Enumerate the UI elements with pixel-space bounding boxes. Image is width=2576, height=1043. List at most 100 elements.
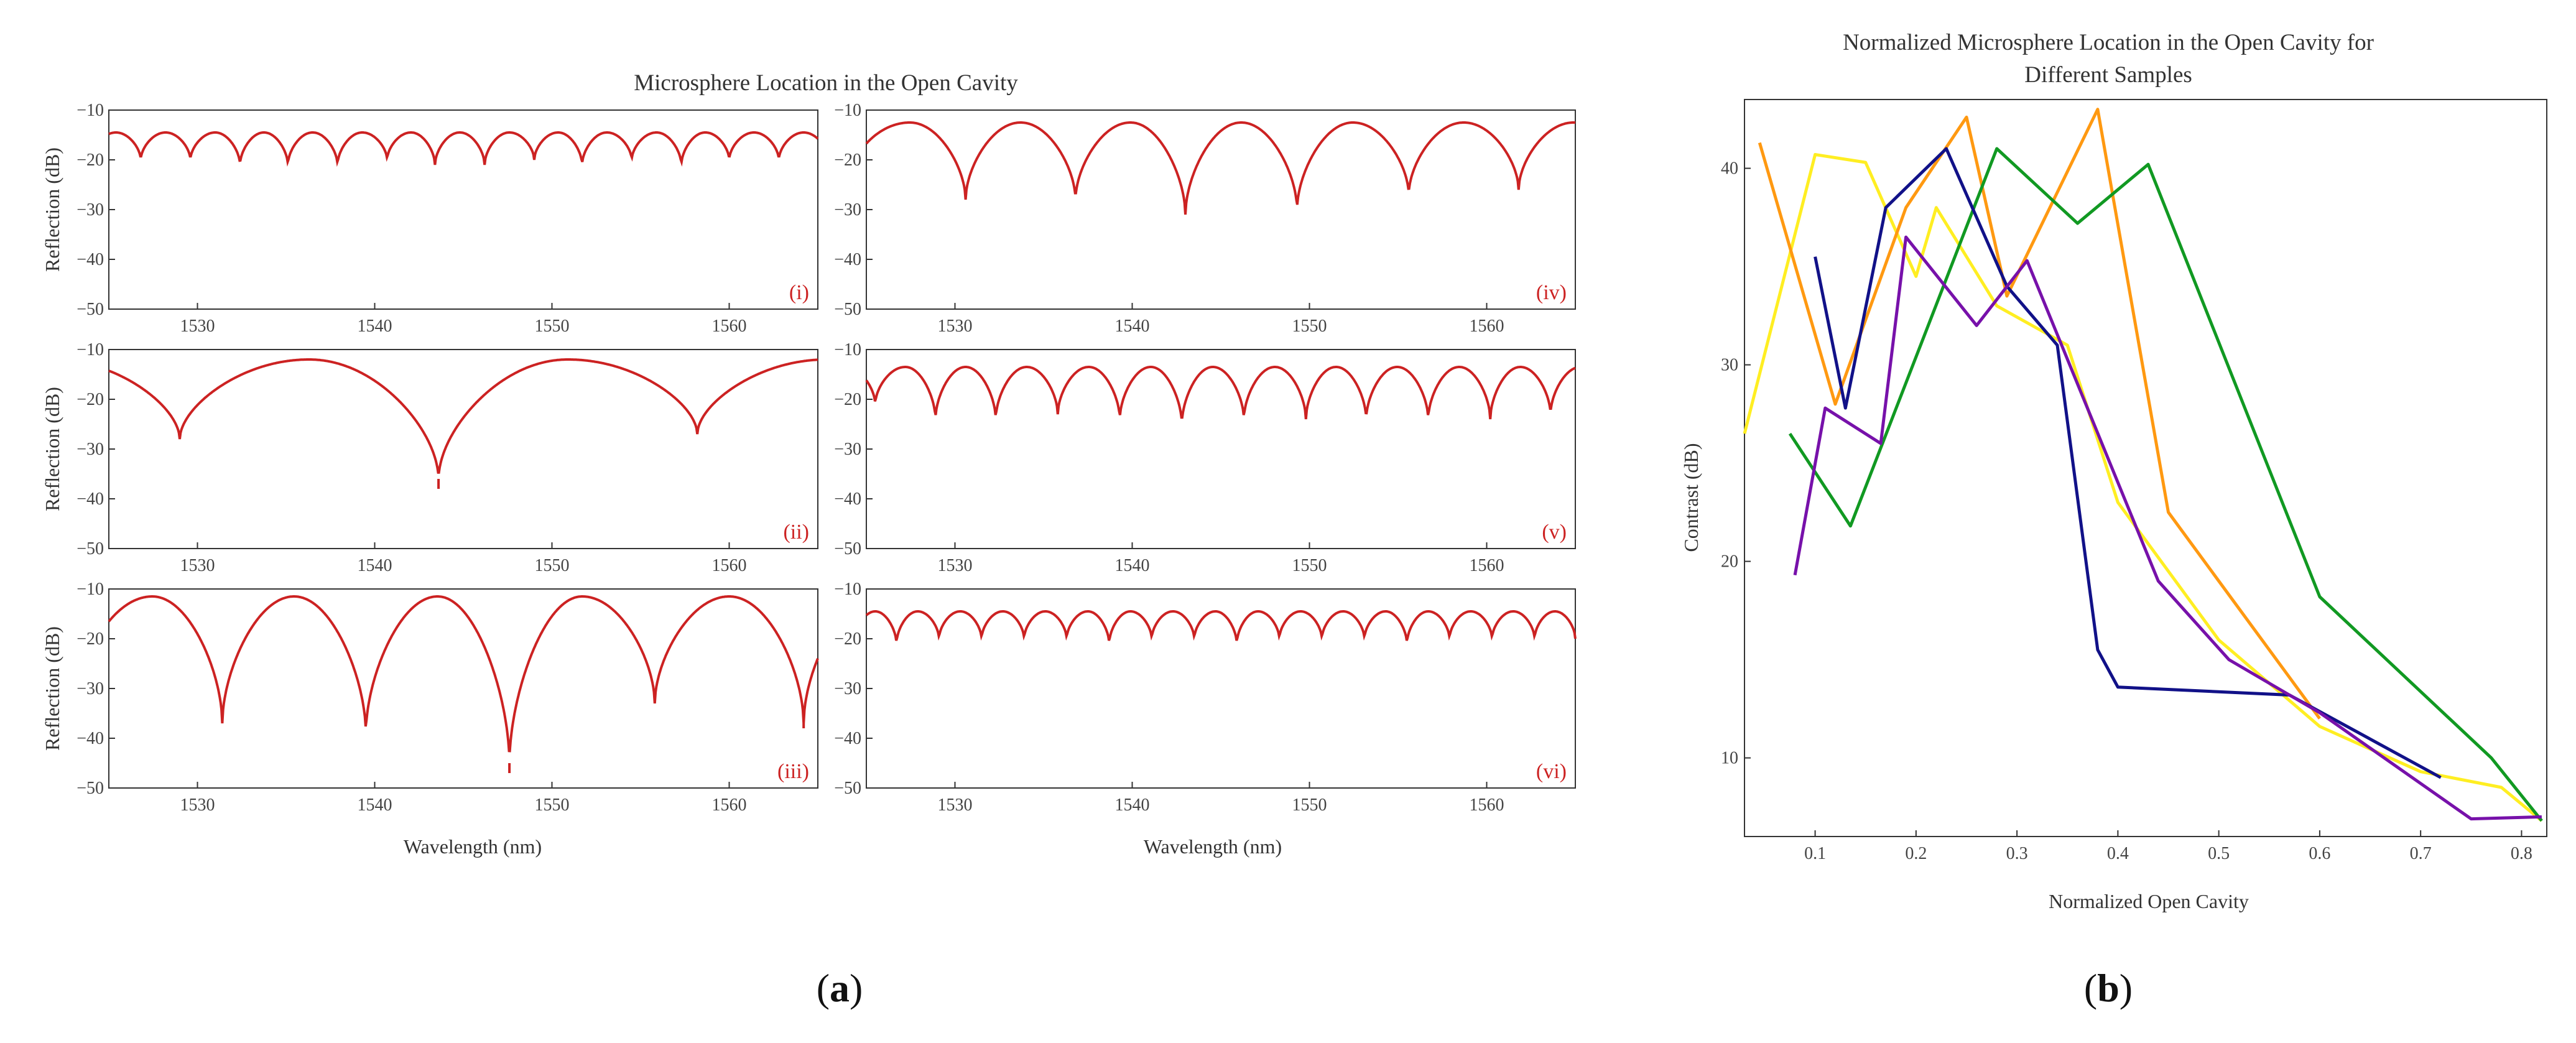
x-tick-label: 1560 <box>712 795 747 815</box>
x-tick-label: 0.7 <box>2410 844 2432 863</box>
series-line-green <box>1788 147 2543 822</box>
x-tick-label: 1540 <box>358 795 392 815</box>
x-tick-label: 0.4 <box>2107 844 2129 863</box>
y-tick-label: −40 <box>834 489 861 509</box>
panel-label: (v) <box>1542 521 1567 544</box>
reflection-curve <box>108 358 818 474</box>
x-tick-label: 1560 <box>712 317 747 336</box>
y-tick-label: −30 <box>76 200 104 220</box>
series-line-orange <box>1758 108 2321 720</box>
y-tick-label: −10 <box>76 340 104 359</box>
svg-text:(b): (b) <box>2084 966 2133 1010</box>
chart-a-xlabel-left: Wavelength (nm) <box>404 835 542 858</box>
x-tick-label: 0.5 <box>2208 844 2230 863</box>
y-tick-label: −30 <box>834 679 861 698</box>
panel-label: (ii) <box>783 521 809 544</box>
y-tick-label: −50 <box>834 779 861 798</box>
chart-b-xlabel: Normalized Open Cavity <box>2049 890 2249 912</box>
y-tick-label: −20 <box>76 629 104 649</box>
y-axis-label: Reflection (dB) <box>41 626 63 751</box>
panel-label: (iv) <box>1536 281 1567 304</box>
reflection-curve <box>865 121 1576 215</box>
x-tick-label: 1530 <box>938 795 973 815</box>
y-tick-label: 30 <box>1721 356 1738 375</box>
y-tick-label: −50 <box>834 539 861 559</box>
x-tick-label: 0.6 <box>2309 844 2330 863</box>
panel-frame <box>108 109 818 310</box>
chart-b-frame <box>1744 99 2547 837</box>
y-tick-label: 10 <box>1721 749 1738 768</box>
panel-frame <box>108 349 818 549</box>
y-tick-label: −40 <box>76 729 104 748</box>
y-tick-label: 40 <box>1721 159 1738 178</box>
x-tick-label: 1540 <box>358 556 392 575</box>
y-tick-label: −20 <box>76 151 104 170</box>
chart-a-xlabel-right: Wavelength (nm) <box>1144 835 1282 858</box>
reflection-curve <box>108 595 819 753</box>
x-tick-label: 1550 <box>1292 795 1327 815</box>
x-tick-label: 1530 <box>180 317 215 336</box>
y-tick-label: −10 <box>834 101 861 120</box>
panel-label: (iii) <box>777 760 809 783</box>
caption-b-letter: b <box>2097 966 2120 1010</box>
panel-3: −10 −20 −30 −40 −50 1530 1540 1550 1560 Reflectio… <box>41 580 819 815</box>
series-line-navy <box>1814 147 2442 779</box>
panel-2: −10 −20 −30 −40 −50 1530 1540 1550 1560 Reflectio… <box>41 340 818 575</box>
panel-frame <box>108 588 818 789</box>
x-tick-label: 1540 <box>1115 556 1150 575</box>
y-tick-label: −40 <box>834 729 861 748</box>
x-tick-label: 1560 <box>1470 556 1504 575</box>
y-tick-label: −20 <box>834 390 861 409</box>
series-line-yellow <box>1743 153 2543 822</box>
y-tick-label: −40 <box>76 489 104 509</box>
x-tick-label: 0.8 <box>2511 844 2532 863</box>
panel-6: −10 −20 −30 −40 −50 1530 1540 1550 1560 (vi) <box>834 580 1577 815</box>
x-tick-label: 1550 <box>535 795 570 815</box>
panel-5: −10 −20 −30 −40 −50 1530 1540 1550 1560 (v) <box>834 340 1576 575</box>
y-tick-label: −10 <box>834 580 861 599</box>
x-tick-label: 1560 <box>712 556 747 575</box>
x-tick-label: 1550 <box>535 556 570 575</box>
panel-label: (vi) <box>1536 760 1567 783</box>
caption-a: (a) <box>817 966 863 1010</box>
panel-frame <box>866 109 1576 310</box>
reflection-curve <box>865 366 1576 420</box>
y-axis-label: Reflection (dB) <box>41 387 63 511</box>
y-tick-label: −50 <box>834 300 861 319</box>
x-tick-label: 1530 <box>180 795 215 815</box>
x-tick-label: 1530 <box>180 556 215 575</box>
chart-b: 0.1 0.2 0.3 0.4 0.5 0.6 0.7 0.8 10 20 30 40 <box>1721 99 2547 863</box>
series-line-purple <box>1793 235 2542 821</box>
chart-b-title-line-1: Normalized Microsphere Location in the O… <box>1843 30 2374 55</box>
x-tick-label: 1530 <box>938 317 973 336</box>
x-tick-label: 1550 <box>1292 556 1327 575</box>
y-tick-label: 20 <box>1721 552 1738 572</box>
y-tick-label: −20 <box>834 151 861 170</box>
x-tick-label: 1530 <box>938 556 973 575</box>
chart-b-ylabel: Contrast (dB) <box>1680 443 1702 552</box>
y-tick-label: −30 <box>76 679 104 698</box>
caption-b: (b) <box>2084 966 2133 1010</box>
y-tick-label: −30 <box>834 440 861 459</box>
y-tick-label: −50 <box>76 300 104 319</box>
y-tick-label: −10 <box>76 580 104 599</box>
y-axis-label: Reflection (dB) <box>41 147 63 272</box>
chart-a-title: Microsphere Location in the Open Cavity <box>634 70 1018 96</box>
x-tick-label: 1540 <box>1115 317 1150 336</box>
chart-b-title-line-2: Different Samples <box>2024 62 2192 88</box>
y-tick-label: −10 <box>76 101 104 120</box>
y-tick-label: −30 <box>834 200 861 220</box>
x-tick-label: 0.2 <box>1905 844 1927 863</box>
panel-1: −10 −20 −30 −40 −50 1530 1540 1550 1560 Reflectio… <box>41 101 819 336</box>
reflection-curve <box>108 131 819 167</box>
chart-a-panels: −10 −20 −30 −40 −50 1530 1540 1550 1560 Reflectio… <box>41 101 1577 815</box>
panel-label: (i) <box>789 281 809 304</box>
y-tick-label: −50 <box>76 539 104 559</box>
x-tick-label: 0.3 <box>2006 844 2028 863</box>
x-tick-label: 1540 <box>358 317 392 336</box>
y-tick-label: −40 <box>76 250 104 269</box>
y-tick-label: −50 <box>76 779 104 798</box>
x-tick-label: 1550 <box>535 317 570 336</box>
reflection-curve <box>865 610 1577 641</box>
x-tick-label: 1540 <box>1115 795 1150 815</box>
